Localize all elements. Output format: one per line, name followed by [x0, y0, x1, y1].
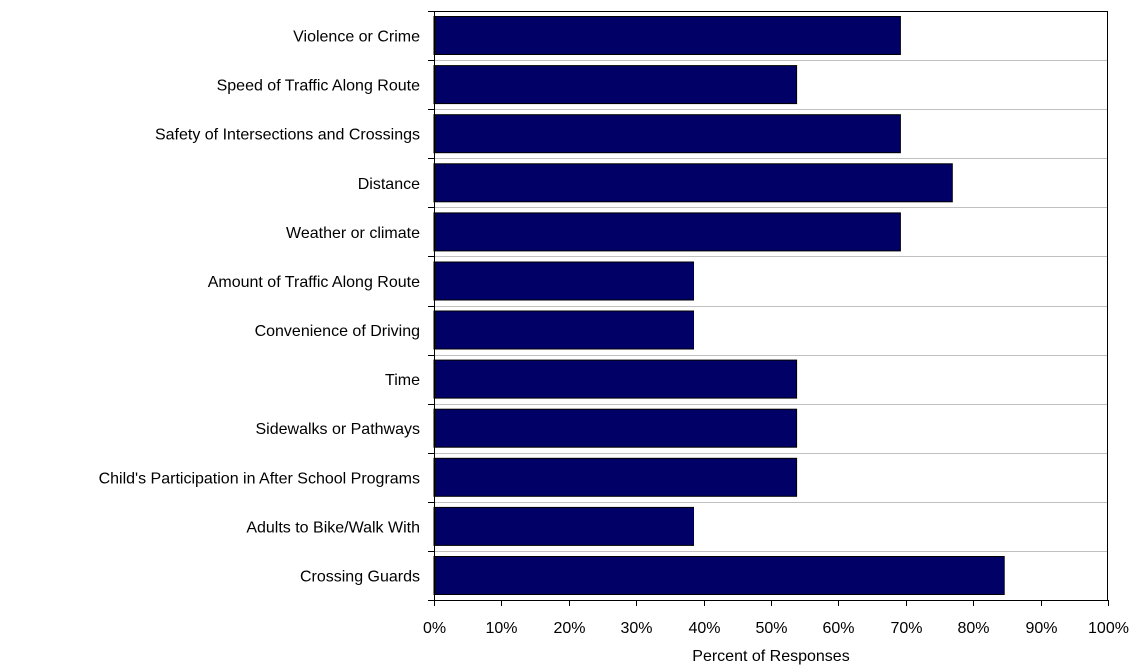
axes — [428, 11, 1109, 606]
bar — [433, 310, 694, 350]
x-axis-title: Percent of Responses — [692, 648, 849, 665]
category-label: Distance — [358, 176, 420, 193]
x-tick-label: 0% — [423, 620, 446, 637]
bar — [433, 163, 953, 203]
x-tick-labels: 0% 10% 20% 30% 40% 50% 60% 70% 80% 90% 100% — [423, 620, 1129, 637]
category-label: Crossing Guards — [300, 568, 420, 585]
category-label: Child's Participation in After School Pr… — [99, 470, 420, 487]
bar — [433, 65, 798, 105]
gridlines — [434, 60, 1108, 552]
bar — [433, 506, 694, 546]
x-tick-label: 40% — [688, 620, 720, 637]
x-tick-label: 20% — [553, 620, 585, 637]
bar — [433, 114, 901, 154]
x-tick-label: 60% — [822, 620, 854, 637]
category-label: Weather or climate — [286, 225, 420, 242]
category-label: Safety of Intersections and Crossings — [155, 127, 420, 144]
category-label: Speed of Traffic Along Route — [217, 78, 421, 95]
bar — [433, 359, 798, 399]
bars — [433, 16, 1005, 595]
bar — [433, 16, 901, 55]
bar — [433, 261, 694, 301]
x-tick-label: 100% — [1088, 620, 1129, 637]
category-label: Amount of Traffic Along Route — [208, 274, 420, 291]
category-label: Violence or Crime — [293, 29, 420, 46]
x-tick-label: 70% — [890, 620, 922, 637]
x-tick-label: 30% — [620, 620, 652, 637]
category-labels: Violence or Crime Speed of Traffic Along … — [99, 29, 421, 586]
bar — [433, 556, 1005, 595]
x-tick-label: 80% — [957, 620, 989, 637]
category-label: Adults to Bike/Walk With — [246, 519, 420, 536]
bar — [433, 212, 901, 252]
x-tick-label: 50% — [755, 620, 787, 637]
bar — [433, 457, 798, 497]
x-tick-label: 10% — [485, 620, 517, 637]
category-label: Time — [385, 372, 420, 389]
category-label: Sidewalks or Pathways — [255, 421, 420, 438]
x-tick-label: 90% — [1025, 620, 1057, 637]
bar — [433, 408, 798, 448]
category-label: Convenience of Driving — [255, 323, 420, 340]
